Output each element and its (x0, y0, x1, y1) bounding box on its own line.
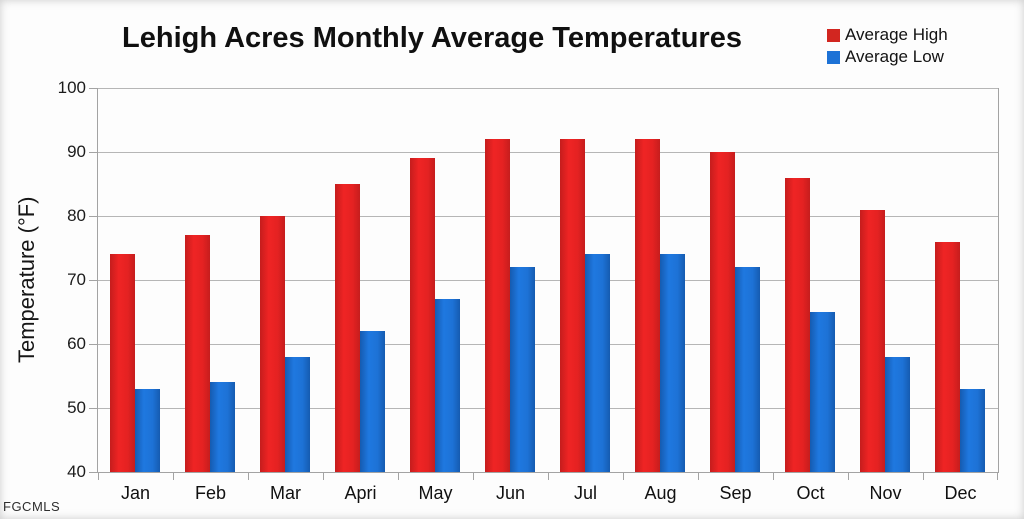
y-tick-label: 100 (57, 78, 86, 97)
x-axis-label: Feb (194, 483, 227, 503)
y-axis-tick (89, 87, 98, 89)
bar-average-high (110, 254, 135, 472)
bar-group-oct (773, 88, 848, 472)
x-axis-label: Mar (270, 483, 301, 503)
y-axis-tick (89, 407, 98, 409)
bar-average-high (710, 152, 735, 472)
gridline (98, 407, 998, 409)
gridline (98, 215, 998, 217)
bar-average-low (210, 382, 235, 472)
bar-group-aug (623, 88, 698, 472)
legend-item-high: Average High (827, 24, 948, 46)
bar-average-high (485, 139, 510, 472)
y-tick-label: 60 (67, 334, 86, 353)
plot-area: Jan Feb Mar Apri May Jun Jul Aug Sep Oct Nov Dec (89, 87, 999, 503)
bar-average-low (735, 267, 760, 472)
bar-average-low (885, 356, 910, 472)
x-axis-label: Jun (495, 483, 526, 503)
bar-average-low (360, 331, 385, 472)
y-axis-tick (89, 343, 98, 345)
y-axis-tick (89, 215, 98, 217)
x-axis-label: Dec (944, 483, 977, 503)
bar-average-low (810, 312, 835, 472)
legend-label-high: Average High (845, 25, 948, 44)
gridline (98, 151, 998, 153)
bar-group-may (398, 88, 473, 472)
gridline (98, 343, 998, 345)
bar-average-low (135, 388, 160, 472)
y-axis-tick (89, 279, 98, 281)
y-axis-tick (89, 151, 98, 153)
bar-average-high (635, 139, 660, 472)
chart-title: Lehigh Acres Monthly Average Temperature… (122, 22, 742, 54)
x-axis-label: Apri (344, 483, 377, 503)
y-tick-label: 40 (67, 462, 86, 481)
x-axis-label: Oct (796, 483, 825, 503)
bar-average-low (435, 299, 460, 472)
legend: Average High Average Low (827, 24, 948, 68)
y-tick-label: 50 (67, 398, 86, 417)
bar-group-nov (848, 88, 923, 472)
legend-swatch-high-icon (827, 28, 840, 42)
x-axis-tick (923, 472, 924, 480)
y-axis-tick (89, 471, 98, 473)
bar-group-mar (248, 88, 323, 472)
x-axis-tick (848, 472, 849, 480)
bar-group-feb (173, 88, 248, 472)
legend-item-low: Average Low (827, 46, 948, 68)
y-tick-label: 70 (67, 270, 86, 289)
bar-average-high (260, 216, 285, 472)
x-axis-tick (473, 472, 474, 480)
x-axis-label: Sep (719, 483, 752, 503)
x-axis-tick (173, 472, 174, 480)
bar-average-low (585, 254, 610, 472)
x-axis-tick (98, 472, 99, 480)
y-tick-label: 80 (67, 206, 86, 225)
x-axis-label: Nov (869, 483, 902, 503)
bar-group-jul (548, 88, 623, 472)
bar-average-high (785, 177, 810, 472)
x-axis-label: Jul (573, 483, 597, 503)
x-axis-tick (623, 472, 624, 480)
bar-average-high (335, 184, 360, 472)
bar-group-jun (473, 88, 548, 472)
legend-swatch-low-icon (827, 50, 840, 64)
bar-average-low (285, 356, 310, 472)
watermark: FGCMLS (3, 499, 61, 514)
legend-label-low: Average Low (845, 47, 944, 66)
x-axis-tick (773, 472, 774, 480)
x-axis-tick (997, 472, 998, 480)
bar-group-sep (698, 88, 773, 472)
x-axis-label: Aug (644, 483, 677, 503)
x-axis-tick (698, 472, 699, 480)
gridline (98, 87, 998, 89)
bar-average-high (860, 209, 885, 472)
y-tick-label: 90 (67, 142, 86, 161)
bar-group-apri (323, 88, 398, 472)
bar-average-high (185, 235, 210, 472)
x-axis-label: Jan (120, 483, 151, 503)
bar-average-high (560, 139, 585, 472)
bar-average-high (935, 241, 960, 472)
bar-group-dec (923, 88, 998, 472)
bar-group-jan (98, 88, 173, 472)
bar-average-low (960, 388, 985, 472)
bar-average-low (660, 254, 685, 472)
gridline (98, 279, 998, 281)
x-axis-tick (398, 472, 399, 480)
bar-average-low (510, 267, 535, 472)
bar-average-high (410, 158, 435, 472)
x-axis-tick (548, 472, 549, 480)
x-axis-tick (248, 472, 249, 480)
x-axis-tick (323, 472, 324, 480)
x-axis-label: May (418, 483, 453, 503)
